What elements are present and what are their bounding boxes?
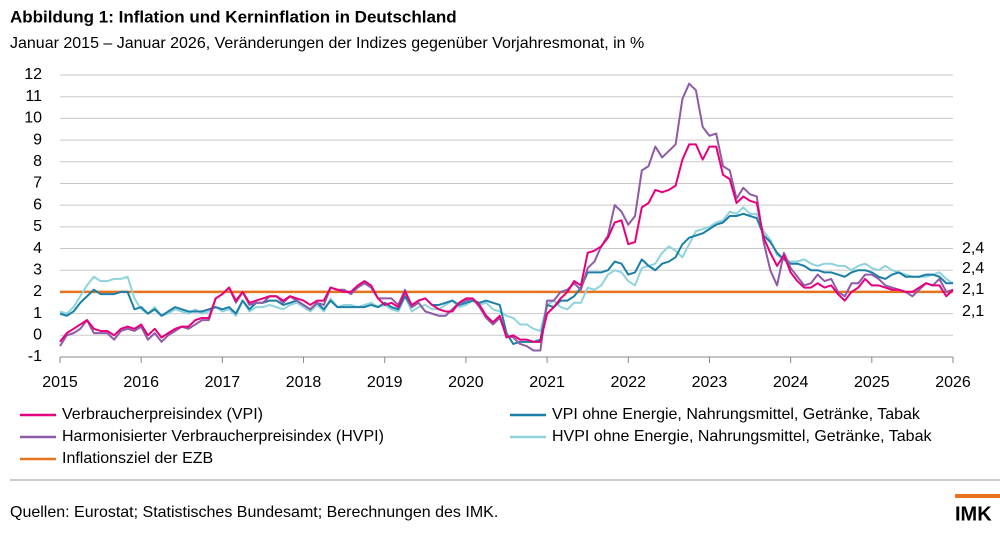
y-tick-label: 11 [25, 88, 42, 105]
y-tick-label: 4 [33, 240, 42, 257]
legend-label: Verbraucherpreisindex (VPI) [62, 406, 263, 423]
x-tick-label: 2016 [123, 374, 159, 391]
chart-subtitle: Januar 2015 – Januar 2026, Veränderungen… [10, 35, 644, 52]
end-label: 2,4 [962, 260, 984, 277]
x-tick-label: 2017 [205, 374, 241, 391]
y-tick-label: 9 [33, 131, 42, 148]
x-tick-label: 2019 [367, 374, 403, 391]
legend-label: Harmonisierter Verbraucherpreisindex (HV… [62, 428, 384, 445]
y-tick-label: -1 [28, 348, 42, 365]
x-tick-label: 2020 [448, 374, 484, 391]
logo-bar [955, 494, 1000, 498]
end-label: 2,1 [962, 281, 984, 298]
legend-label: Inflationsziel der EZB [62, 450, 213, 467]
x-tick-label: 2015 [42, 374, 78, 391]
y-tick-label: 7 [33, 175, 42, 192]
series-line [59, 143, 954, 343]
chart-title: Abbildung 1: Inflation und Kerninflation… [10, 7, 457, 26]
x-tick-label: 2023 [692, 374, 728, 391]
x-tick-label: 2025 [854, 374, 890, 391]
end-label: 2,1 [962, 303, 984, 320]
x-tick-label: 2022 [610, 374, 646, 391]
x-tick-label: 2021 [529, 374, 565, 391]
source-note: Quellen: Eurostat; Statistisches Bundesa… [10, 504, 498, 521]
y-tick-label: 5 [33, 218, 42, 235]
y-tick-label: 6 [33, 196, 42, 213]
end-label: 2,4 [962, 240, 984, 257]
series-line [59, 206, 954, 332]
legend-label: HVPI ohne Energie, Nahrungsmittel, Geträ… [552, 428, 932, 445]
x-tick-label: 2018 [286, 374, 322, 391]
y-tick-label: 10 [24, 110, 42, 127]
x-tick-label: 2024 [773, 374, 809, 391]
logo: IMK [955, 503, 992, 525]
y-tick-label: 1 [33, 305, 42, 322]
y-tick-label: 8 [33, 153, 42, 170]
legend-label: VPI ohne Energie, Nahrungsmittel, Geträn… [552, 406, 921, 423]
y-tick-label: 2 [33, 283, 42, 300]
y-tick-label: 3 [33, 261, 42, 278]
y-tick-label: 12 [24, 66, 42, 83]
y-tick-label: 0 [33, 327, 42, 344]
x-tick-label: 2026 [935, 374, 971, 391]
